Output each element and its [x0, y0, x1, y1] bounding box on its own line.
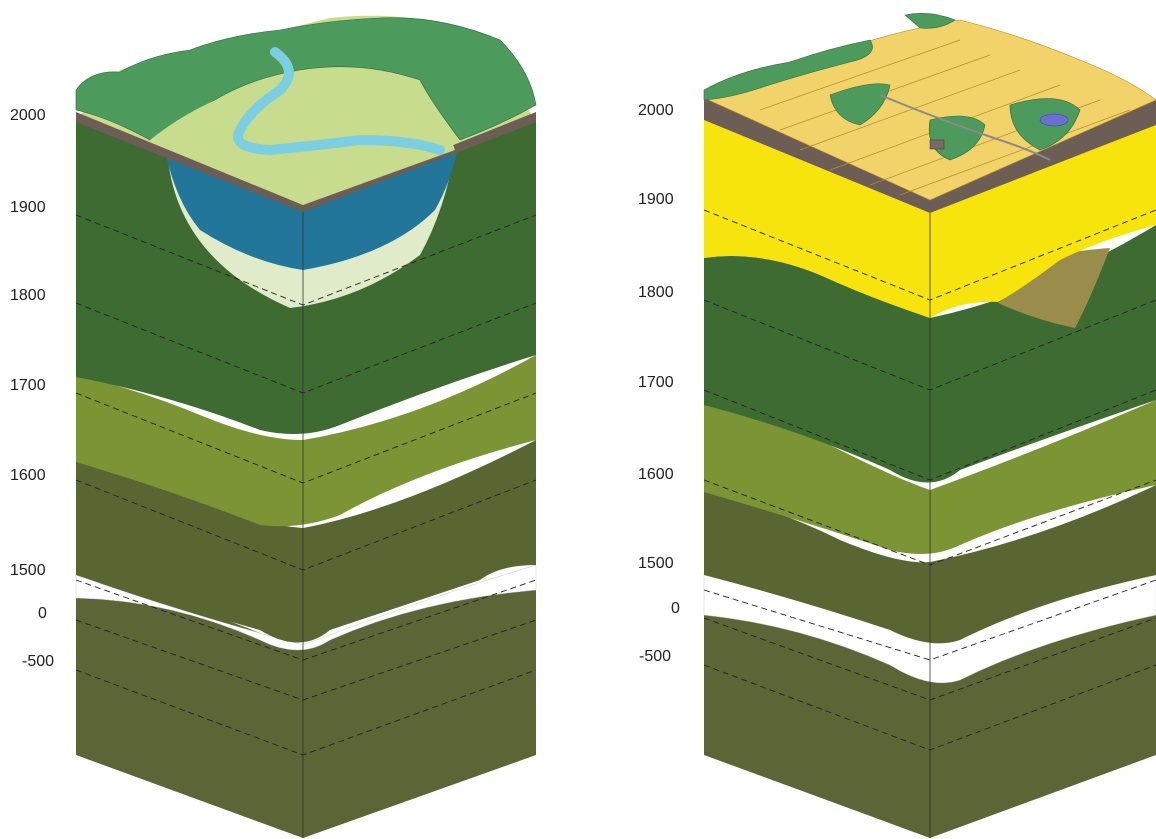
- left-tick-label: 1700: [10, 377, 46, 394]
- left-block: [75, 15, 537, 838]
- right-tick-label: 1600: [638, 466, 674, 483]
- right-depth-scale: 2000 1900 1800 1700 1600 1500 0 -500: [638, 0, 708, 839]
- left-tick-label: 2000: [10, 107, 46, 124]
- left-tick-label: 1900: [10, 199, 46, 216]
- left-tick-label: 1600: [10, 467, 46, 484]
- right-tan-lens: [998, 248, 1110, 328]
- farmhouse-icon: [929, 139, 945, 150]
- left-dashed-lines: [75, 214, 537, 756]
- pond-icon: [1039, 113, 1069, 127]
- left-tick-label: 1500: [10, 562, 46, 579]
- left-white-band: [75, 564, 537, 651]
- river-icon: [233, 47, 445, 156]
- right-block: [703, 13, 1156, 838]
- left-tick-label: 1800: [10, 287, 46, 304]
- right-dashed-lines: [703, 209, 1156, 751]
- left-depth-scale: 2000 1900 1800 1700 1600 1500 0 -500: [10, 0, 80, 839]
- right-road: [879, 94, 1051, 161]
- right-tick-label: -500: [639, 648, 672, 665]
- left-tick-label: -500: [22, 653, 55, 670]
- left-stratum-bottom: [76, 565, 536, 838]
- right-tick-label: 1500: [638, 555, 674, 572]
- right-tick-label: 1900: [638, 191, 674, 208]
- right-stratum-olive: [704, 400, 1156, 554]
- right-brown-rim: [704, 95, 1156, 213]
- left-stratum-olive: [76, 355, 536, 527]
- right-tick-label: 1800: [638, 284, 674, 301]
- left-stratum-dark-olive: [76, 440, 536, 643]
- right-tick-label: 0: [671, 600, 680, 617]
- right-tick-label: 1700: [638, 374, 674, 391]
- left-tick-label: 0: [38, 605, 47, 622]
- right-tick-label: 2000: [638, 102, 674, 119]
- left-meadow: [150, 71, 455, 205]
